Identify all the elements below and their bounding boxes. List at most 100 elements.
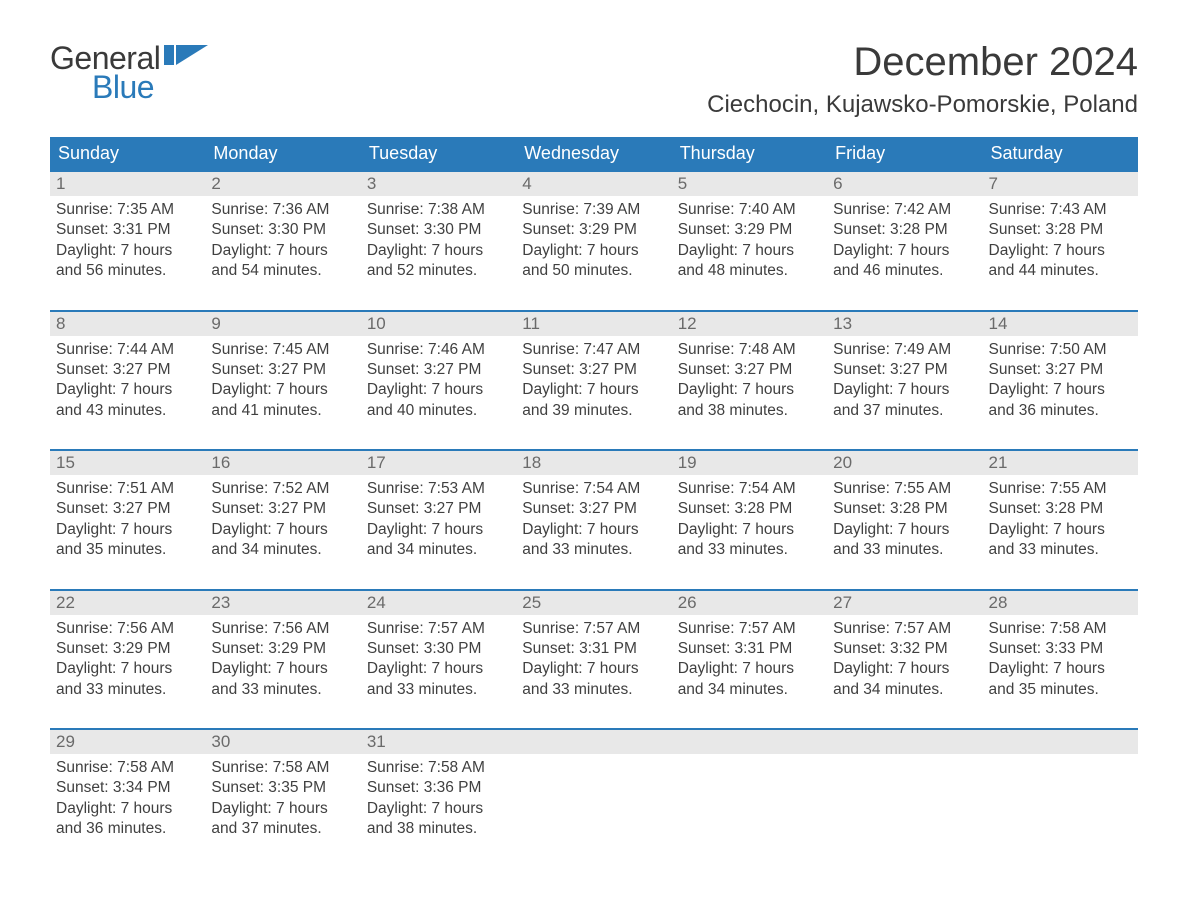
- calendar-day: 5Sunrise: 7:40 AMSunset: 3:29 PMDaylight…: [672, 172, 827, 286]
- calendar-day: 13Sunrise: 7:49 AMSunset: 3:27 PMDayligh…: [827, 312, 982, 426]
- calendar-day: 18Sunrise: 7:54 AMSunset: 3:27 PMDayligh…: [516, 451, 671, 565]
- day-sunrise: Sunrise: 7:46 AM: [367, 340, 510, 359]
- day-details: Sunrise: 7:49 AMSunset: 3:27 PMDaylight:…: [827, 336, 982, 426]
- day-d2: and 33 minutes.: [367, 680, 510, 699]
- day-details: Sunrise: 7:50 AMSunset: 3:27 PMDaylight:…: [983, 336, 1138, 426]
- day-sunrise: Sunrise: 7:56 AM: [211, 619, 354, 638]
- day-number: 17: [361, 451, 516, 475]
- day-sunrise: Sunrise: 7:58 AM: [211, 758, 354, 777]
- day-details: Sunrise: 7:55 AMSunset: 3:28 PMDaylight:…: [983, 475, 1138, 565]
- day-number: 27: [827, 591, 982, 615]
- calendar-day: 28Sunrise: 7:58 AMSunset: 3:33 PMDayligh…: [983, 591, 1138, 705]
- day-sunset: Sunset: 3:30 PM: [367, 220, 510, 239]
- day-d2: and 48 minutes.: [678, 261, 821, 280]
- day-number: 6: [827, 172, 982, 196]
- day-details: Sunrise: 7:57 AMSunset: 3:31 PMDaylight:…: [672, 615, 827, 705]
- day-details: Sunrise: 7:42 AMSunset: 3:28 PMDaylight:…: [827, 196, 982, 286]
- day-details: Sunrise: 7:39 AMSunset: 3:29 PMDaylight:…: [516, 196, 671, 286]
- day-details: Sunrise: 7:48 AMSunset: 3:27 PMDaylight:…: [672, 336, 827, 426]
- day-details: Sunrise: 7:38 AMSunset: 3:30 PMDaylight:…: [361, 196, 516, 286]
- day-number: 1: [50, 172, 205, 196]
- day-details: Sunrise: 7:40 AMSunset: 3:29 PMDaylight:…: [672, 196, 827, 286]
- day-sunrise: Sunrise: 7:42 AM: [833, 200, 976, 219]
- day-d1: Daylight: 7 hours: [367, 520, 510, 539]
- day-number: 14: [983, 312, 1138, 336]
- day-d2: and 38 minutes.: [678, 401, 821, 420]
- calendar-day: 20Sunrise: 7:55 AMSunset: 3:28 PMDayligh…: [827, 451, 982, 565]
- day-d2: and 43 minutes.: [56, 401, 199, 420]
- day-sunrise: Sunrise: 7:36 AM: [211, 200, 354, 219]
- day-d1: Daylight: 7 hours: [989, 659, 1132, 678]
- day-d2: and 35 minutes.: [989, 680, 1132, 699]
- day-d1: Daylight: 7 hours: [367, 241, 510, 260]
- day-sunset: Sunset: 3:27 PM: [367, 360, 510, 379]
- day-details: Sunrise: 7:36 AMSunset: 3:30 PM Daylight:…: [205, 196, 360, 286]
- day-d2: and 36 minutes.: [989, 401, 1132, 420]
- day-d1: Daylight: 7 hours: [678, 380, 821, 399]
- day-sunrise: Sunrise: 7:57 AM: [833, 619, 976, 638]
- day-sunset: Sunset: 3:31 PM: [56, 220, 199, 239]
- day-d2: and 33 minutes.: [522, 540, 665, 559]
- day-d2: and 35 minutes.: [56, 540, 199, 559]
- day-sunset: Sunset: 3:30 PM: [211, 220, 354, 239]
- day-sunrise: Sunrise: 7:43 AM: [989, 200, 1132, 219]
- day-sunrise: Sunrise: 7:51 AM: [56, 479, 199, 498]
- day-d1: Daylight: 7 hours: [56, 380, 199, 399]
- day-number: 25: [516, 591, 671, 615]
- page-header: General Blue December 2024 Ciechocin, Ku…: [50, 40, 1138, 119]
- calendar-day: [672, 730, 827, 844]
- day-d1: Daylight: 7 hours: [522, 380, 665, 399]
- day-d2: and 33 minutes.: [522, 680, 665, 699]
- logo-text-blue: Blue: [92, 69, 154, 106]
- dow-cell: Thursday: [672, 137, 827, 170]
- calendar-day: 23Sunrise: 7:56 AMSunset: 3:29 PMDayligh…: [205, 591, 360, 705]
- day-details: Sunrise: 7:44 AMSunset: 3:27 PMDaylight:…: [50, 336, 205, 426]
- day-number: 13: [827, 312, 982, 336]
- day-number: 19: [672, 451, 827, 475]
- day-number: 18: [516, 451, 671, 475]
- day-sunset: Sunset: 3:27 PM: [678, 360, 821, 379]
- day-sunrise: Sunrise: 7:52 AM: [211, 479, 354, 498]
- calendar-day: 4Sunrise: 7:39 AMSunset: 3:29 PMDaylight…: [516, 172, 671, 286]
- day-d1: Daylight: 7 hours: [367, 380, 510, 399]
- flag-icon: [164, 45, 212, 74]
- day-sunset: Sunset: 3:36 PM: [367, 778, 510, 797]
- dow-cell: Sunday: [50, 137, 205, 170]
- day-details: Sunrise: 7:47 AMSunset: 3:27 PMDaylight:…: [516, 336, 671, 426]
- calendar-day: 2Sunrise: 7:36 AMSunset: 3:30 PMDaylight…: [205, 172, 360, 286]
- day-sunset: Sunset: 3:32 PM: [833, 639, 976, 658]
- day-details: Sunrise: 7:58 AMSunset: 3:35 PM Daylight:…: [205, 754, 360, 844]
- day-sunset: Sunset: 3:27 PM: [522, 360, 665, 379]
- day-sunrise: Sunrise: 7:56 AM: [56, 619, 199, 638]
- day-d2: and 34 minutes.: [833, 680, 976, 699]
- day-number: 21: [983, 451, 1138, 475]
- day-d1: Daylight: 7 hours: [211, 799, 354, 818]
- day-sunrise: Sunrise: 7:47 AM: [522, 340, 665, 359]
- calendar-day: [516, 730, 671, 844]
- day-number: 23: [205, 591, 360, 615]
- day-sunrise: Sunrise: 7:39 AM: [522, 200, 665, 219]
- day-d1: Daylight: 7 hours: [989, 380, 1132, 399]
- day-sunrise: Sunrise: 7:57 AM: [522, 619, 665, 638]
- day-d1: Daylight: 7 hours: [56, 520, 199, 539]
- day-d2: and 39 minutes.: [522, 401, 665, 420]
- day-d1: Daylight: 7 hours: [211, 241, 354, 260]
- day-number: 20: [827, 451, 982, 475]
- day-d1: Daylight: 7 hours: [522, 520, 665, 539]
- day-number: 12: [672, 312, 827, 336]
- day-sunrise: Sunrise: 7:55 AM: [989, 479, 1132, 498]
- day-sunset: Sunset: 3:35 PM: [211, 778, 354, 797]
- day-number: 29: [50, 730, 205, 754]
- calendar-week: 15Sunrise: 7:51 AMSunset: 3:27 PMDayligh…: [50, 449, 1138, 565]
- calendar-day: 9Sunrise: 7:45 AMSunset: 3:27 PMDaylight…: [205, 312, 360, 426]
- day-sunrise: Sunrise: 7:35 AM: [56, 200, 199, 219]
- day-d1: Daylight: 7 hours: [211, 520, 354, 539]
- day-d1: Daylight: 7 hours: [367, 799, 510, 818]
- day-details: Sunrise: 7:54 AMSunset: 3:27 PMDaylight:…: [516, 475, 671, 565]
- day-number: 7: [983, 172, 1138, 196]
- day-number: [827, 730, 982, 754]
- dow-cell: Monday: [205, 137, 360, 170]
- day-sunrise: Sunrise: 7:58 AM: [56, 758, 199, 777]
- day-sunset: Sunset: 3:27 PM: [989, 360, 1132, 379]
- day-number: 10: [361, 312, 516, 336]
